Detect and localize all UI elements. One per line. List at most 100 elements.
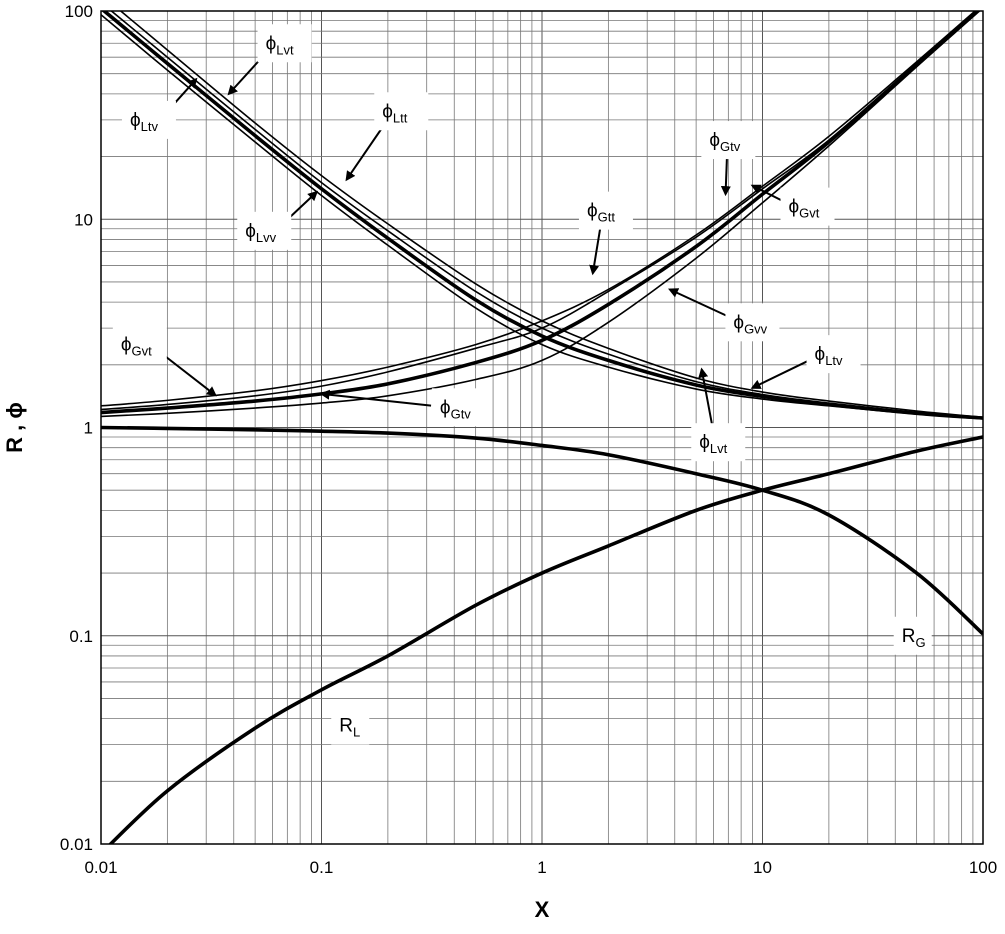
curve-label-phi-gtv: ϕGtv <box>319 388 486 427</box>
label-text: ϕGvv <box>733 312 767 336</box>
label-background <box>893 616 932 655</box>
label-background <box>431 388 486 427</box>
series-phi-gvv <box>101 11 981 418</box>
label-subscript: Ltv <box>141 119 159 134</box>
y-tick-label: 100 <box>65 2 93 21</box>
label-text: ϕGvt <box>789 197 820 221</box>
annotation-arrow <box>720 158 731 197</box>
label-base: ϕ <box>733 312 744 333</box>
label-subscript: Gvv <box>744 321 768 336</box>
curve-label-phi-lvt: ϕLvt <box>227 24 312 96</box>
curves <box>101 11 983 844</box>
annotation-arrow <box>286 190 319 221</box>
label-text: ϕGtv <box>440 397 471 421</box>
label-background <box>257 24 312 63</box>
y-tick-label: 0.01 <box>60 835 93 854</box>
x-axis-title: X <box>535 897 550 922</box>
label-base: R <box>339 716 353 737</box>
label-background <box>691 423 746 462</box>
y-tick-label: 1 <box>84 419 93 438</box>
x-tick-labels: 0.01 0.1 1 10 100 <box>84 858 997 877</box>
label-background <box>806 335 861 374</box>
label-base: ϕ <box>587 201 598 222</box>
y-tick-label: 0.1 <box>69 627 93 646</box>
label-background <box>237 211 292 250</box>
series-phi-gtv <box>101 11 981 415</box>
label-background <box>374 92 429 131</box>
label-base: ϕ <box>709 130 720 151</box>
annotation-arrow <box>345 124 385 182</box>
curve-label-r-l: RL <box>331 706 370 745</box>
curve-label-phi-ltv: ϕLtv <box>121 77 198 139</box>
label-text: ϕLvt <box>699 432 727 456</box>
annotation-arrow <box>589 228 602 276</box>
curve-label-phi-gtv: ϕGtv <box>701 121 756 197</box>
label-base: ϕ <box>266 33 277 54</box>
label-subscript: Gvt <box>799 206 820 221</box>
curve-label-phi-ltt: ϕLtt <box>345 92 429 182</box>
curve-label-phi-ltv: ϕLtv <box>750 335 861 389</box>
y-tick-labels: 0.01 0.1 1 10 100 <box>60 2 93 854</box>
label-subscript: Lvt <box>710 441 728 456</box>
label-base: ϕ <box>121 335 132 356</box>
label-background <box>578 191 633 230</box>
curve-label-phi-gvt: ϕGvt <box>750 184 835 226</box>
label-text: ϕGvt <box>121 335 152 359</box>
y-tick-label: 10 <box>74 210 93 229</box>
curve-label-phi-gvt: ϕGvt <box>112 325 217 397</box>
series-phi-ltv <box>101 11 983 420</box>
label-subscript: Lvt <box>276 42 294 57</box>
series-phi-gvt <box>101 11 977 407</box>
label-subscript: G <box>915 635 925 650</box>
label-background <box>121 100 176 139</box>
x-tick-label: 1 <box>537 858 546 877</box>
label-text: RL <box>339 716 360 740</box>
curve-label-phi-lvv: ϕLvv <box>237 190 319 250</box>
label-subscript: L <box>353 725 360 740</box>
series-r-g <box>101 425 983 636</box>
curve-label-phi-gvv: ϕGvv <box>668 288 780 342</box>
annotation-arrow <box>750 360 809 389</box>
label-base: ϕ <box>130 110 141 131</box>
label-subscript: Gtv <box>720 139 741 154</box>
annotation-arrow <box>698 367 714 425</box>
label-base: ϕ <box>789 197 800 218</box>
label-text: ϕLtt <box>382 101 407 125</box>
label-subscript: Ltv <box>825 353 843 368</box>
curve-label-r-g: RG <box>893 616 932 655</box>
x-tick-label: 100 <box>969 858 997 877</box>
x-tick-label: 10 <box>753 858 772 877</box>
label-subscript: Gtt <box>598 210 616 225</box>
label-text: ϕLtv <box>815 344 843 368</box>
x-tick-label: 0.1 <box>310 858 334 877</box>
label-background <box>112 325 167 364</box>
label-text: RG <box>902 626 926 650</box>
x-tick-label: 0.01 <box>84 858 117 877</box>
label-base: R <box>902 626 916 647</box>
label-background <box>725 303 780 342</box>
label-subscript: Lvv <box>256 230 277 245</box>
label-text: ϕLtv <box>130 110 158 134</box>
label-text: ϕLvv <box>245 221 276 245</box>
label-base: ϕ <box>382 101 393 122</box>
label-text: ϕLvt <box>266 33 294 57</box>
label-subscript: Gtv <box>451 406 472 421</box>
grid <box>100 11 983 845</box>
annotation-arrow <box>162 353 217 397</box>
label-background <box>701 121 756 160</box>
curve-label-phi-gtt: ϕGtt <box>578 191 633 276</box>
label-background <box>331 706 370 745</box>
label-subscript: Ltt <box>393 110 408 125</box>
label-subscript: Gvt <box>131 344 152 359</box>
label-base: ϕ <box>815 344 826 365</box>
label-base: ϕ <box>245 221 256 242</box>
series-phi-ltt <box>119 11 983 419</box>
label-text: ϕGtv <box>709 130 740 154</box>
annotations: ϕLvtϕLtvϕLttϕLvvϕGttϕGtvϕGvtϕGvvϕGvtϕGtv… <box>112 24 932 745</box>
label-base: ϕ <box>440 397 451 418</box>
curve-label-phi-lvt: ϕLvt <box>691 367 746 462</box>
annotation-arrow <box>319 389 432 407</box>
annotation-arrow <box>750 184 782 202</box>
y-axis-title: R , ϕ <box>2 402 27 453</box>
